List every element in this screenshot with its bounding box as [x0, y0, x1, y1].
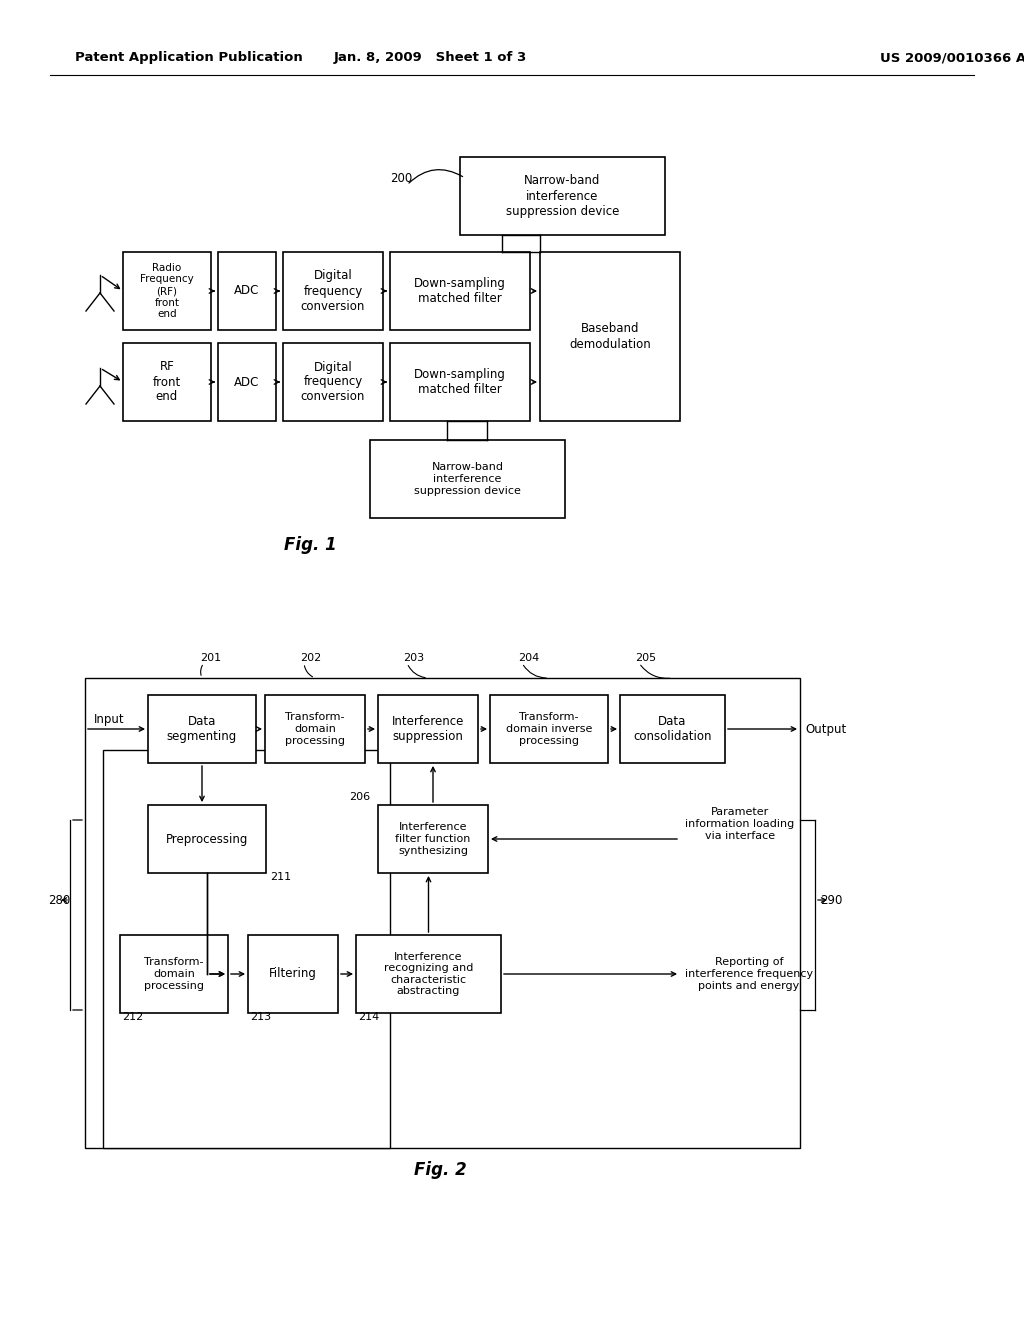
Text: 200: 200 [390, 172, 413, 185]
Bar [370, 440, 565, 517]
Text: Data
consolidation: Data consolidation [633, 715, 712, 743]
Text: Radio
Frequency
(RF)
front
end: Radio Frequency (RF) front end [140, 263, 194, 319]
Text: Transform-
domain inverse
processing: Transform- domain inverse processing [506, 713, 592, 746]
Text: Output: Output [805, 722, 846, 735]
Bar [378, 696, 478, 763]
Text: 213: 213 [250, 1012, 271, 1022]
Bar [490, 696, 608, 763]
Text: ADC: ADC [234, 285, 260, 297]
Bar [123, 252, 211, 330]
Text: Interference
filter function
synthesizing: Interference filter function synthesizin… [395, 822, 471, 855]
Bar [148, 696, 256, 763]
Text: 211: 211 [270, 873, 291, 882]
Text: Data
segmenting: Data segmenting [167, 715, 238, 743]
Text: 290: 290 [820, 894, 843, 907]
Text: 201: 201 [200, 653, 221, 663]
Bar [248, 935, 338, 1012]
Text: Parameter
information loading
via interface: Parameter information loading via interf… [685, 808, 795, 841]
Text: 206: 206 [349, 792, 370, 803]
Text: 202: 202 [300, 653, 322, 663]
Text: 212: 212 [122, 1012, 143, 1022]
Text: Transform-
domain
processing: Transform- domain processing [144, 957, 204, 990]
Bar [148, 805, 266, 873]
Text: Down-sampling
matched filter: Down-sampling matched filter [414, 277, 506, 305]
Text: Preprocessing: Preprocessing [166, 833, 248, 846]
Bar [540, 252, 680, 421]
Bar [85, 678, 800, 1148]
Text: ADC: ADC [234, 375, 260, 388]
Text: Jan. 8, 2009   Sheet 1 of 3: Jan. 8, 2009 Sheet 1 of 3 [334, 51, 526, 65]
Bar [356, 935, 501, 1012]
Text: Interference
recognizing and
characteristic
abstracting: Interference recognizing and characteris… [384, 952, 473, 997]
Text: Baseband
demodulation: Baseband demodulation [569, 322, 651, 351]
Text: Transform-
domain
processing: Transform- domain processing [285, 713, 345, 746]
Text: Digital
frequency
conversion: Digital frequency conversion [301, 360, 366, 404]
Bar [283, 343, 383, 421]
Bar [103, 750, 390, 1148]
Text: Reporting of
interference frequency
points and energy: Reporting of interference frequency poin… [685, 957, 813, 990]
Text: Fig. 1: Fig. 1 [284, 536, 336, 554]
Text: 203: 203 [403, 653, 424, 663]
Text: 214: 214 [358, 1012, 379, 1022]
Bar [123, 343, 211, 421]
Bar [120, 935, 228, 1012]
Bar [218, 343, 276, 421]
Text: Digital
frequency
conversion: Digital frequency conversion [301, 269, 366, 313]
Text: Narrow-band
interference
suppression device: Narrow-band interference suppression dev… [506, 174, 620, 218]
Bar [390, 343, 530, 421]
Bar [283, 252, 383, 330]
Text: Filtering: Filtering [269, 968, 317, 981]
Text: Input: Input [94, 713, 125, 726]
Bar [265, 696, 365, 763]
Text: 280: 280 [48, 894, 71, 907]
Bar [390, 252, 530, 330]
Text: US 2009/0010366 A1: US 2009/0010366 A1 [880, 51, 1024, 65]
Bar [378, 805, 488, 873]
Bar [620, 696, 725, 763]
Bar [460, 157, 665, 235]
Text: Patent Application Publication: Patent Application Publication [75, 51, 303, 65]
Text: 204: 204 [518, 653, 540, 663]
Text: Fig. 2: Fig. 2 [414, 1162, 466, 1179]
Text: 205: 205 [635, 653, 656, 663]
Text: RF
front
end: RF front end [153, 360, 181, 404]
Bar [218, 252, 276, 330]
Text: Interference
suppression: Interference suppression [392, 715, 464, 743]
Text: Narrow-band
interference
suppression device: Narrow-band interference suppression dev… [414, 462, 521, 495]
Text: Down-sampling
matched filter: Down-sampling matched filter [414, 368, 506, 396]
